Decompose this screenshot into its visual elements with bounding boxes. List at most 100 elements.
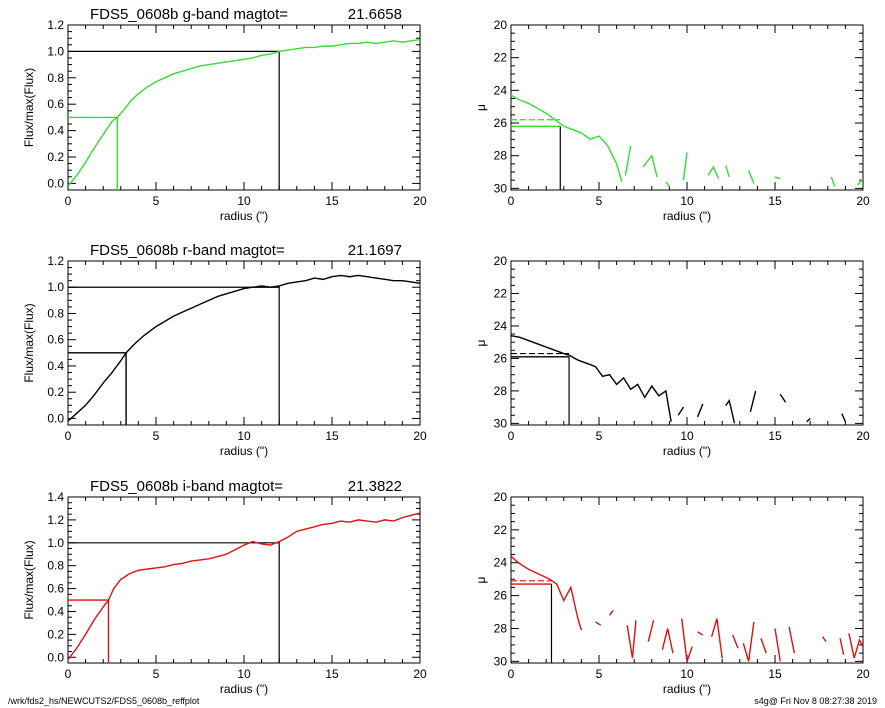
y-tick-label: 22 (494, 523, 508, 537)
y-tick-label: 24 (494, 556, 508, 570)
x-axis-label: radius (") (220, 444, 268, 458)
profile-segment (774, 176, 781, 180)
y-tick-label: 28 (494, 621, 508, 635)
x-tick-label: 15 (768, 667, 782, 681)
x-tick-label: 10 (237, 194, 251, 208)
y-tick-label: 1.4 (47, 490, 64, 504)
plot-area (68, 274, 420, 425)
x-axis-label: radius (") (220, 682, 268, 696)
y-axis-label: Flux/max(Flux) (22, 540, 36, 619)
x-axis-label: radius (") (663, 209, 711, 223)
plot-area (511, 555, 863, 663)
axes-frame (510, 24, 864, 191)
y-tick-label: 24 (494, 83, 508, 97)
growth-curve-line (68, 512, 420, 660)
profile-segment (725, 165, 730, 178)
y-tick-label: 0.0 (47, 650, 64, 664)
profile-segment (857, 178, 863, 186)
x-tick-label: 10 (680, 667, 694, 681)
x-tick-label: 10 (237, 429, 251, 443)
profile-segment (682, 152, 688, 181)
x-tick-label: 10 (680, 429, 694, 443)
panel-i-surface-brightness: 0 5 10 15 20 20 22 24 26 28 30 radius (") μ (474, 490, 870, 696)
profile-segment (608, 609, 614, 616)
x-tick-label: 20 (413, 667, 427, 681)
profile-segment (732, 634, 739, 649)
axes-frame (510, 496, 864, 664)
profile-segment (511, 555, 583, 631)
y-tick-label: 26 (494, 116, 508, 130)
magtot-value: 21.6658 (348, 6, 402, 23)
y-tick-label: 0.8 (47, 71, 64, 85)
x-tick-label: 0 (508, 429, 515, 443)
x-tick-label: 20 (856, 429, 870, 443)
effective-radius-marker (68, 599, 110, 663)
x-tick-label: 0 (65, 194, 72, 208)
y-tick-label: 20 (494, 490, 508, 504)
x-tick-label: 15 (325, 194, 339, 208)
profile-segment (707, 165, 720, 179)
profile-segment (749, 390, 757, 413)
chart-title: FDS5_0608b g-band magtot= (90, 6, 288, 23)
axes-frame (67, 260, 421, 426)
y-axis-label: μ (474, 339, 488, 346)
panel-r-surface-brightness: 0 5 10 15 20 20 22 24 26 28 30 radius (") μ (474, 254, 870, 458)
magtot-value: 21.3822 (348, 478, 402, 495)
x-tick-label: 0 (65, 429, 72, 443)
profile-segment (681, 618, 693, 662)
total-radius-marker (68, 286, 280, 425)
profile-segment (821, 636, 827, 643)
x-tick-label: 15 (768, 194, 782, 208)
y-tick-label: 0.2 (47, 150, 64, 164)
profile-segment (642, 154, 658, 178)
profile-segment (661, 628, 674, 654)
x-tick-label: 5 (596, 429, 603, 443)
magtot-value: 21.1697 (348, 242, 402, 259)
y-tick-label: 24 (494, 319, 508, 333)
y-tick-label: 0.8 (47, 306, 64, 320)
x-tick-label: 20 (856, 667, 870, 681)
y-tick-label: 1.0 (47, 280, 64, 294)
profile-segment (839, 638, 845, 655)
y-tick-label: 1.2 (47, 18, 64, 32)
y-tick-label: 20 (494, 254, 508, 268)
x-tick-label: 20 (413, 429, 427, 443)
growth-curve-line (68, 38, 420, 187)
profile-segment (742, 621, 755, 662)
x-tick-label: 15 (768, 429, 782, 443)
x-tick-label: 0 (508, 194, 515, 208)
x-tick-label: 15 (325, 429, 339, 443)
profile-segment (624, 145, 632, 176)
panel-g-growth-curve: 0 5 10 15 20 0.0 0.2 0.4 0.6 0.8 1.0 1.2 radius (") F… (22, 6, 427, 223)
y-tick-label: 22 (494, 286, 508, 300)
x-tick-label: 5 (596, 667, 603, 681)
profile-segment (848, 633, 863, 659)
footer-left: /wrk/fds2_hs/NEWCUTS2/FDS5_0608b_reffplo… (8, 696, 200, 706)
x-tick-label: 5 (153, 667, 160, 681)
plot-area (68, 38, 420, 190)
total-radius-marker (68, 542, 280, 663)
chart-title: FDS5_0608b i-band magtot= (90, 478, 283, 495)
y-axis-label: μ (474, 104, 488, 111)
x-tick-label: 20 (413, 194, 427, 208)
profile-segment (779, 393, 787, 403)
y-tick-label: 26 (494, 589, 508, 603)
profile-segment (647, 620, 655, 642)
profile-segment (774, 628, 781, 662)
y-tick-label: 1.0 (47, 536, 64, 550)
profile-segment (841, 413, 847, 423)
profile-segment (806, 417, 811, 423)
y-tick-label: 0.8 (47, 559, 64, 573)
y-axis-label: Flux/max(Flux) (22, 303, 36, 382)
y-tick-label: 0.6 (47, 97, 64, 111)
y-tick-label: 28 (494, 384, 508, 398)
panel-g-surface-brightness: 0 5 10 15 20 20 22 24 26 28 30 radius (") μ (474, 18, 870, 223)
y-tick-label: 0.2 (47, 385, 64, 399)
effective-radius-marker (68, 116, 118, 190)
y-tick-label: 0.4 (47, 359, 64, 373)
x-tick-label: 5 (153, 194, 160, 208)
profile-segment (697, 631, 704, 636)
y-tick-label: 0.4 (47, 124, 64, 138)
y-tick-label: 1.0 (47, 44, 64, 58)
growth-curve-line (68, 274, 420, 422)
